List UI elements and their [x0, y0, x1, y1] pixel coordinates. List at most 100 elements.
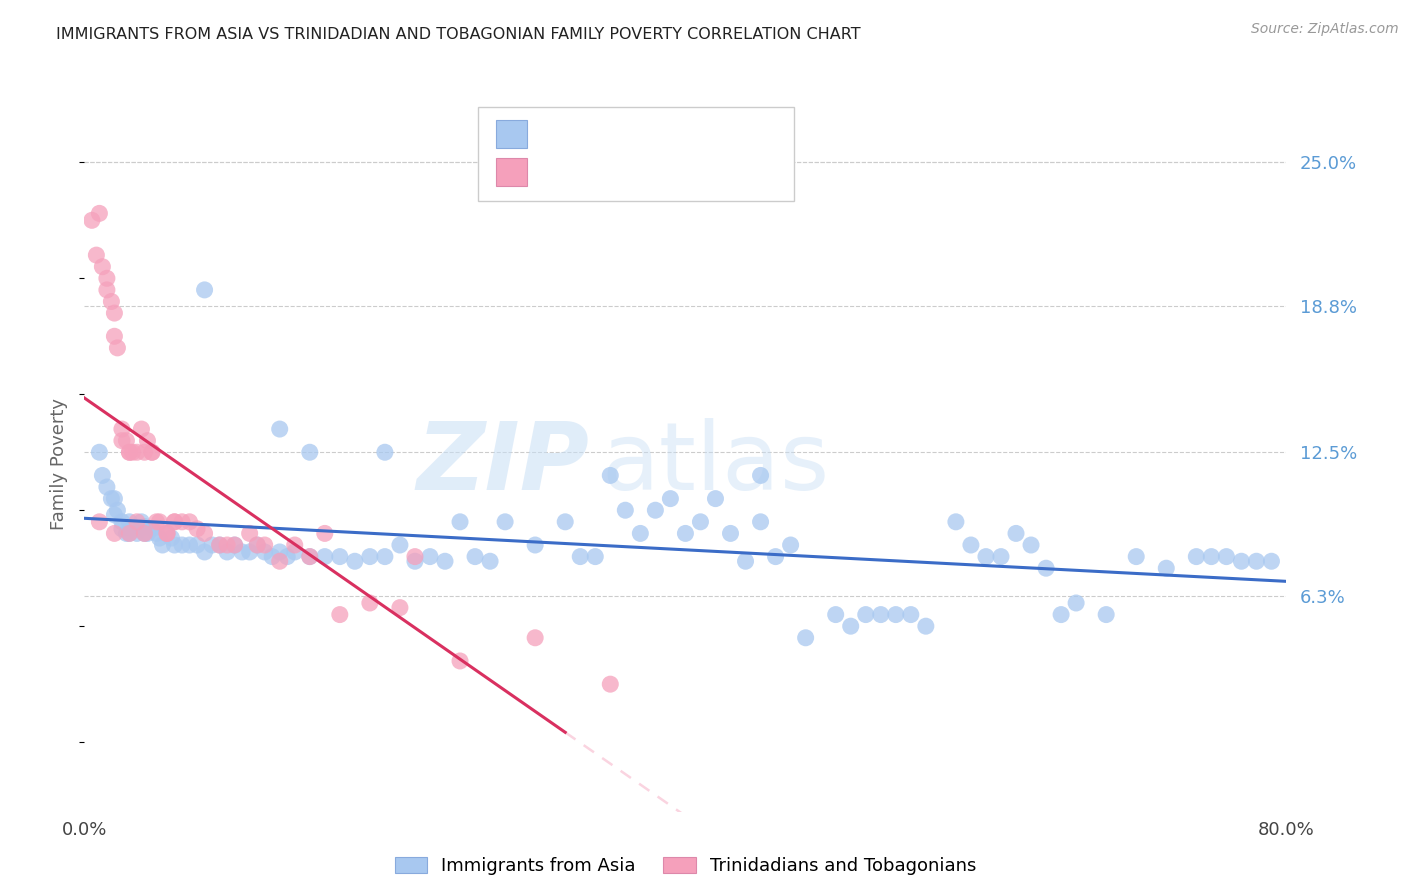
Point	[276, 549, 298, 564]
Point	[224, 538, 246, 552]
Point	[136, 434, 159, 448]
Point	[644, 503, 666, 517]
Point	[1005, 526, 1028, 541]
Point	[148, 531, 170, 545]
Point	[298, 549, 321, 564]
Point	[89, 445, 111, 459]
Point	[194, 545, 217, 559]
Point	[628, 526, 651, 541]
Point	[100, 491, 122, 506]
Point	[449, 515, 471, 529]
Point	[156, 526, 179, 541]
Point	[156, 526, 179, 541]
Point	[599, 677, 621, 691]
Point	[91, 260, 114, 274]
Point	[246, 538, 269, 552]
Point	[298, 445, 321, 459]
Point	[869, 607, 891, 622]
Point	[388, 600, 411, 615]
Point	[1230, 554, 1253, 568]
Point	[111, 522, 134, 536]
Point	[1050, 607, 1073, 622]
Point	[89, 206, 111, 220]
Point	[974, 549, 997, 564]
Point	[262, 549, 284, 564]
Point	[145, 526, 167, 541]
Point	[659, 491, 682, 506]
Point	[1156, 561, 1178, 575]
Point	[689, 515, 711, 529]
Point	[1035, 561, 1057, 575]
Point	[125, 515, 148, 529]
Point	[152, 538, 174, 552]
Point	[107, 341, 129, 355]
Point	[1064, 596, 1087, 610]
Point	[86, 248, 108, 262]
Point	[374, 549, 396, 564]
Point	[121, 445, 143, 459]
Y-axis label: Family Poverty: Family Poverty	[51, 398, 69, 530]
Point	[269, 545, 291, 559]
Point	[103, 491, 125, 506]
Point	[554, 515, 576, 529]
Point	[111, 422, 134, 436]
Point	[419, 549, 441, 564]
Point	[103, 329, 125, 343]
Point	[91, 468, 114, 483]
Text: Source: ZipAtlas.com: Source: ZipAtlas.com	[1251, 22, 1399, 37]
Point	[118, 526, 141, 541]
Text: ZIP: ZIP	[416, 417, 589, 510]
Point	[118, 526, 141, 541]
Point	[163, 538, 186, 552]
Point	[839, 619, 862, 633]
Point	[194, 283, 217, 297]
Point	[1201, 549, 1223, 564]
Point	[253, 538, 276, 552]
Text: 54: 54	[710, 163, 735, 181]
Point	[125, 526, 148, 541]
Point	[404, 549, 426, 564]
Point	[1095, 607, 1118, 622]
Point	[100, 294, 122, 309]
Point	[374, 445, 396, 459]
Point	[1260, 554, 1282, 568]
Point	[314, 549, 336, 564]
Point	[201, 538, 224, 552]
Point	[107, 503, 129, 517]
Point	[855, 607, 877, 622]
Point	[915, 619, 938, 633]
Text: 103: 103	[710, 125, 748, 143]
Point	[194, 526, 217, 541]
Point	[734, 554, 756, 568]
Point	[208, 538, 231, 552]
Point	[217, 538, 239, 552]
Point	[569, 549, 592, 564]
Point	[134, 445, 156, 459]
Point	[404, 554, 426, 568]
Point	[115, 526, 138, 541]
Point	[141, 522, 163, 536]
Point	[284, 538, 307, 552]
Point	[1246, 554, 1268, 568]
Point	[434, 554, 457, 568]
Point	[284, 545, 307, 559]
Point	[269, 554, 291, 568]
Point	[163, 515, 186, 529]
Point	[103, 526, 125, 541]
Text: -0.258: -0.258	[583, 163, 648, 181]
Point	[148, 515, 170, 529]
Point	[103, 508, 125, 522]
Point	[960, 538, 983, 552]
Point	[269, 422, 291, 436]
Point	[479, 554, 502, 568]
Point	[765, 549, 787, 564]
Point	[1185, 549, 1208, 564]
Point	[675, 526, 697, 541]
Point	[156, 526, 179, 541]
Point	[464, 549, 486, 564]
Legend: Immigrants from Asia, Trinidadians and Tobagonians: Immigrants from Asia, Trinidadians and T…	[387, 850, 984, 883]
Point	[524, 631, 547, 645]
Point	[179, 515, 201, 529]
Point	[115, 434, 138, 448]
Point	[141, 445, 163, 459]
